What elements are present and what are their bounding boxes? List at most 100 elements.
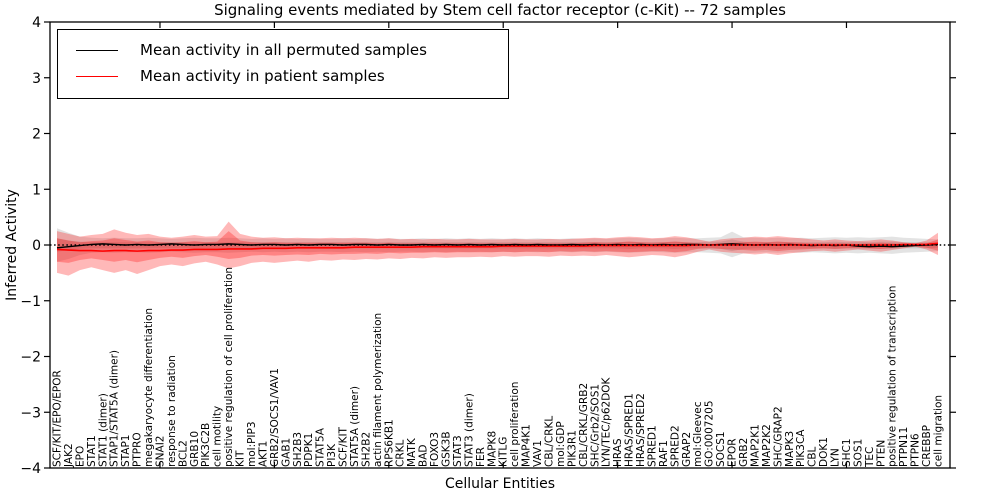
legend: Mean activity in all permuted samples Me… xyxy=(57,29,509,99)
x-entity-label: actin filament polymerization xyxy=(372,313,384,467)
x-entity-label: RPS6KB1 xyxy=(383,419,395,467)
x-entity-label: SHC1 xyxy=(841,438,853,467)
x-entity-label: megakaryocyte differentiation xyxy=(143,308,155,467)
y-tick-label: 4 xyxy=(32,15,41,31)
x-entity-label: GRB2 xyxy=(738,438,750,467)
x-entity-label: AKT1 xyxy=(257,441,269,467)
x-entity-label: PTPN6 xyxy=(910,433,922,467)
x-entity-label: VAV1 xyxy=(532,440,544,467)
x-entity-label: GRB10 xyxy=(189,431,201,467)
x-entity-label: SOS1 xyxy=(852,439,864,467)
legend-label-patient: Mean activity in patient samples xyxy=(140,67,385,85)
x-entity-label: STAT3 xyxy=(452,435,464,467)
x-entity-label: MAP4K1 xyxy=(521,424,533,467)
x-entity-label: STAT1 (dimer) xyxy=(97,393,109,467)
patient-outer-band xyxy=(57,221,938,276)
x-entity-label: SPRED1 xyxy=(646,425,658,467)
x-entity-label: MAP2K1 xyxy=(749,424,761,467)
legend-item-patient: Mean activity in patient samples xyxy=(58,63,508,89)
x-entity-label: MAPK8 xyxy=(486,431,498,467)
y-tick-label: −3 xyxy=(20,405,41,421)
legend-label-permuted: Mean activity in all permuted samples xyxy=(140,41,427,59)
y-tick-label: 2 xyxy=(32,127,41,143)
x-entity-label: MAP2K2 xyxy=(761,424,773,467)
x-entity-label: STAT3 (dimer) xyxy=(463,393,475,467)
x-entity-label: STAT5A (dimer) xyxy=(349,386,361,467)
x-entity-label: PTPRO xyxy=(132,432,144,467)
x-entity-label: STAT1 xyxy=(86,435,98,467)
x-entity-label: GO:0007205 xyxy=(704,400,716,467)
y-tick-label: 0 xyxy=(32,238,41,254)
x-entity-label: MATK xyxy=(406,437,418,467)
x-entity-label: HRAS xyxy=(612,438,624,467)
y-tick-label: −4 xyxy=(20,461,41,477)
x-entity-label: BCL2 xyxy=(177,440,189,467)
x-entity-label: STAP1/STAT5A (dimer) xyxy=(109,350,121,467)
chart-title: Signaling events mediated by Stem cell f… xyxy=(214,1,786,19)
x-entity-label: GAB1 xyxy=(280,438,292,467)
x-entity-label: CBL xyxy=(807,446,819,467)
x-entity-label: DOK1 xyxy=(818,437,830,467)
x-entity-label: PIK3CA xyxy=(795,429,807,467)
x-entity-label: mol:GDP xyxy=(555,421,567,467)
patient-mean-line xyxy=(56,242,939,252)
x-entity-label: mol:Gleevec xyxy=(692,401,704,467)
x-entity-label: response to radiation xyxy=(166,355,178,467)
x-entity-label: cell proliferation xyxy=(509,382,521,467)
x-entity-label: positive regulation of transcription xyxy=(887,286,899,467)
x-entity-label: FOXO3 xyxy=(429,432,441,467)
red-line-swatch-icon xyxy=(76,75,118,77)
x-entity-label: FER xyxy=(475,447,487,467)
x-entity-label: PIK3C2B xyxy=(200,423,212,467)
black-line-swatch-icon xyxy=(76,49,118,51)
y-tick-label: 1 xyxy=(32,182,41,198)
x-entity-label: PTPN11 xyxy=(898,427,910,467)
x-entity-label: SCF/KIT xyxy=(338,426,350,467)
x-entity-label: PIK3R1 xyxy=(566,430,578,467)
x-entity-label: JAK2 xyxy=(63,443,75,468)
x-entity-label: CBL/CRKL xyxy=(543,416,555,467)
x-entity-label: positive regulation of cell proliferatio… xyxy=(223,267,235,467)
x-entity-label: BAD xyxy=(418,445,430,467)
x-entity-label: LYN xyxy=(830,448,842,467)
x-entity-label: EPO xyxy=(74,446,86,467)
x-entity-label: KIT xyxy=(235,450,247,467)
x-entity-label: EPOR xyxy=(727,438,739,467)
x-entity-label: PTEN xyxy=(875,440,887,467)
legend-item-permuted: Mean activity in all permuted samples xyxy=(58,37,508,63)
x-entity-label: GRB2/SOCS1/VAV1 xyxy=(269,368,281,467)
x-entity-label: SH2B2 xyxy=(360,432,372,467)
x-entity-label: SCF/KIT/EPO/EPOR xyxy=(52,370,64,467)
x-entity-label: CBL/CRKL/GRB2 xyxy=(578,383,590,467)
x-entity-label: cell migration xyxy=(933,395,945,467)
x-entity-label: HRAS/SPRED1 xyxy=(624,393,636,467)
x-axis-label: Cellular Entities xyxy=(444,476,556,492)
x-entity-label: SPRED2 xyxy=(669,425,681,467)
x-entity-label: STAT5A xyxy=(315,427,327,467)
x-entity-label: SNAI2 xyxy=(154,436,166,467)
x-entity-label: mol:PIP3 xyxy=(246,421,258,467)
x-entity-label: RAF1 xyxy=(658,440,670,467)
y-axis-label: Inferred Activity xyxy=(4,189,20,301)
x-entity-label: SH2B3 xyxy=(292,432,304,467)
x-entity-label: TEC xyxy=(864,447,876,468)
x-entity-label: LYN/TEC/p62DOK xyxy=(601,376,613,467)
x-entity-label: CREBBP xyxy=(921,425,933,467)
x-entity-label: KITLG xyxy=(498,437,510,467)
x-entity-label: SHC/GRAP2 xyxy=(772,406,784,467)
x-entity-label: HRAS/SPRED2 xyxy=(635,393,647,467)
x-entity-label: STAP1 xyxy=(120,435,132,467)
x-entity-label: GSK3B xyxy=(441,431,453,467)
y-tick-label: 3 xyxy=(32,71,41,87)
x-entity-label: PI3K xyxy=(326,443,338,467)
x-entity-label: MAPK3 xyxy=(784,431,796,467)
x-entity-label: CRKL xyxy=(395,439,407,467)
y-tick-label: −1 xyxy=(20,294,41,310)
y-tick-label: −2 xyxy=(20,350,41,366)
x-entity-label: cell motility xyxy=(212,406,224,467)
x-entity-label: PDPK1 xyxy=(303,433,315,467)
x-entity-label: SOCS1 xyxy=(715,431,727,467)
x-entity-label: GRAP2 xyxy=(681,432,693,467)
